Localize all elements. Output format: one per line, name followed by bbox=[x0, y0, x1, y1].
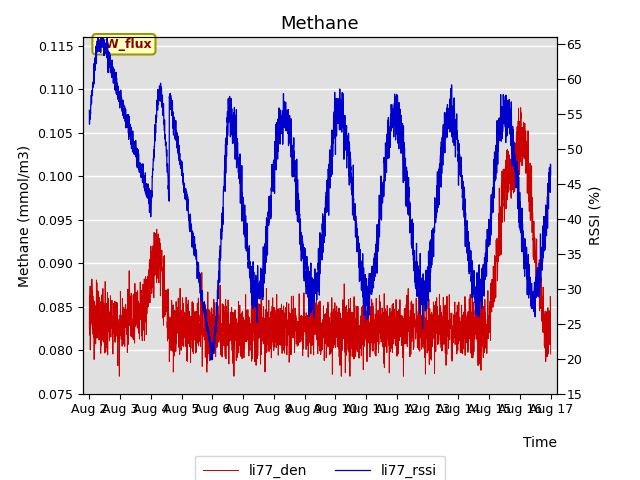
li77_rssi bbox=[538, 267, 546, 273]
Title: Methane: Methane bbox=[281, 15, 359, 33]
li77_rssi bbox=[207, 357, 214, 363]
li77_den bbox=[547, 351, 554, 357]
li77_den bbox=[517, 105, 525, 110]
li77_rssi bbox=[283, 126, 291, 132]
Line: li77_rssi: li77_rssi bbox=[90, 37, 550, 360]
Text: SW_flux: SW_flux bbox=[96, 38, 152, 51]
X-axis label: Time: Time bbox=[523, 436, 557, 450]
Line: li77_den: li77_den bbox=[90, 108, 550, 376]
Y-axis label: RSSI (%): RSSI (%) bbox=[588, 186, 602, 245]
Legend: li77_den, li77_rssi: li77_den, li77_rssi bbox=[195, 456, 445, 480]
li77_rssi bbox=[94, 35, 102, 40]
Y-axis label: Methane (mmol/m3): Methane (mmol/m3) bbox=[18, 144, 32, 287]
li77_rssi bbox=[262, 215, 270, 221]
li77_den bbox=[282, 328, 290, 334]
li77_den bbox=[262, 286, 270, 291]
li77_den bbox=[488, 276, 496, 282]
li77_rssi bbox=[138, 170, 146, 176]
li77_den bbox=[166, 337, 173, 343]
li77_rssi bbox=[166, 96, 173, 101]
li77_den bbox=[115, 373, 123, 379]
li77_rssi bbox=[547, 172, 554, 178]
li77_rssi bbox=[488, 191, 496, 197]
li77_den bbox=[138, 314, 146, 320]
li77_rssi bbox=[86, 108, 93, 113]
li77_den bbox=[538, 318, 546, 324]
li77_den bbox=[86, 325, 93, 331]
